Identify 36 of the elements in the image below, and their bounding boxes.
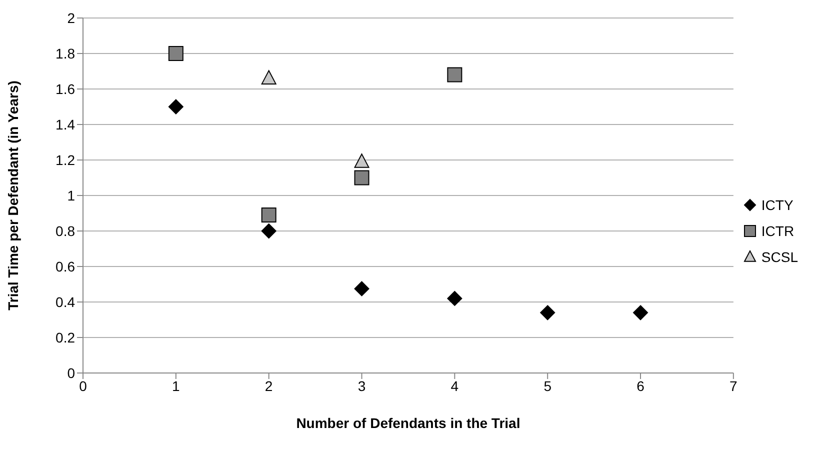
point [261, 70, 276, 84]
y-tick-label: 0.8 [56, 222, 76, 239]
y-tick-label: 2 [67, 10, 76, 26]
x-tick-label: 3 [358, 378, 366, 394]
x-tick-label: 6 [636, 378, 645, 394]
point [261, 208, 276, 223]
x-tick-label: 4 [450, 378, 459, 394]
y-tick-label: 1.2 [56, 152, 76, 168]
point [447, 290, 462, 306]
y-tick-label: 1.4 [56, 116, 76, 132]
y-tick-label: 1 [67, 187, 76, 204]
y-tick-label: 0.4 [56, 294, 76, 310]
point [540, 305, 556, 320]
y-tick-label: 0.2 [56, 329, 76, 346]
legend-label: ICTR [761, 222, 794, 238]
x-tick-label: 5 [544, 378, 552, 394]
point [354, 170, 370, 186]
y-tick-label: 0.6 [56, 258, 76, 274]
x-axis-title: Number of Defendants in the Trial [296, 415, 520, 431]
x-tick-label: 2 [264, 378, 273, 394]
x-tick-label: 7 [730, 378, 738, 394]
y-axis-title: Trial Time per Defendant (in Years) [4, 80, 21, 310]
point [168, 99, 184, 114]
point [261, 224, 276, 238]
y-tick-label: 1.8 [56, 45, 76, 62]
point [354, 154, 370, 168]
point [633, 305, 648, 320]
y-tick-label: 0 [67, 364, 76, 381]
y-tick-label: 1.6 [56, 80, 76, 97]
point [447, 67, 462, 82]
point [354, 281, 370, 296]
legend-label: SCSL [761, 248, 798, 264]
x-tick-label: 1 [172, 378, 180, 394]
x-tick-label: 0 [79, 378, 88, 394]
point [168, 46, 184, 61]
legend-label: ICTY [761, 196, 794, 212]
